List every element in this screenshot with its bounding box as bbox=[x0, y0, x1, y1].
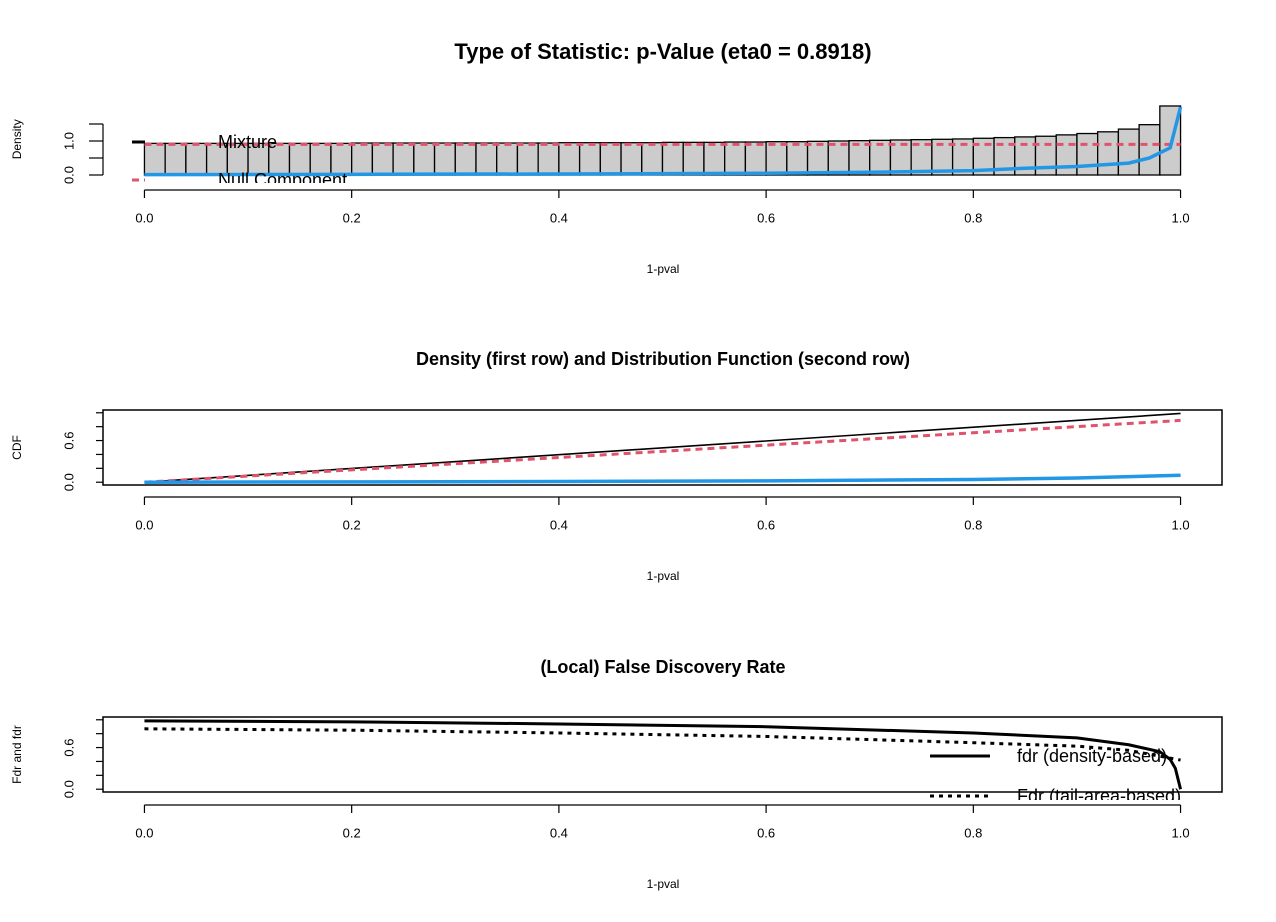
y-tick-label: 0.0 bbox=[61, 473, 76, 491]
plot-box bbox=[102, 716, 1223, 793]
histogram-bar bbox=[744, 141, 767, 176]
histogram-bar bbox=[371, 142, 394, 176]
x-tick-label: 0.0 bbox=[135, 210, 153, 225]
y-tick-label: 0.6 bbox=[61, 739, 76, 757]
y-axis-label: Fdr and fdr bbox=[10, 725, 24, 784]
chart-title: Type of Statistic: p-Value (eta0 = 0.891… bbox=[454, 39, 871, 64]
histogram-bar bbox=[392, 142, 415, 176]
series-line bbox=[144, 418, 1181, 484]
histogram-bar bbox=[724, 141, 747, 176]
histogram-bar bbox=[185, 142, 208, 176]
histogram-bar bbox=[454, 142, 477, 176]
histogram-bar bbox=[143, 142, 166, 176]
series-line bbox=[144, 412, 1181, 484]
x-tick-label: 0.6 bbox=[757, 517, 775, 532]
x-tick-label: 0.4 bbox=[550, 517, 568, 532]
x-tick-label: 0.4 bbox=[550, 825, 568, 840]
x-axis-label: 1-pval bbox=[647, 262, 680, 276]
histogram-bar bbox=[682, 141, 705, 176]
y-axis-label: CDF bbox=[10, 435, 24, 460]
legend-label: fdr (density-based) bbox=[1017, 746, 1167, 766]
legend: fdr (density-based) Fdr (tail-area-based) bbox=[930, 746, 1181, 806]
histogram-bar bbox=[1076, 132, 1099, 176]
x-tick-label: 1.0 bbox=[1172, 210, 1190, 225]
series-line bbox=[144, 719, 1183, 790]
x-tick-label: 0.6 bbox=[757, 210, 775, 225]
y-tick-label: 0.0 bbox=[61, 166, 76, 184]
legend-label: Mixture bbox=[218, 132, 277, 152]
histogram-bar bbox=[703, 141, 726, 176]
histogram-bar bbox=[578, 142, 601, 176]
series-line bbox=[144, 473, 1181, 484]
x-axis-label: 1-pval bbox=[647, 877, 680, 891]
x-tick-label: 0.0 bbox=[135, 825, 153, 840]
histogram-bar bbox=[496, 142, 519, 176]
y-tick-label: 0.6 bbox=[61, 432, 76, 450]
x-tick-label: 0.2 bbox=[343, 517, 361, 532]
histogram-bar bbox=[661, 141, 684, 176]
legend-label: Null Component bbox=[218, 170, 347, 190]
x-tick-label: 0.4 bbox=[550, 210, 568, 225]
chart-title: (Local) False Discovery Rate bbox=[540, 657, 785, 677]
series-line bbox=[144, 106, 1183, 177]
histogram-bar bbox=[413, 142, 436, 176]
y-axis-label: Density bbox=[10, 119, 24, 159]
histogram-bar bbox=[786, 141, 809, 176]
x-tick-label: 0.0 bbox=[135, 517, 153, 532]
x-tick-label: 0.8 bbox=[964, 210, 982, 225]
y-tick-label: 1.0 bbox=[61, 132, 76, 150]
histogram-bar bbox=[475, 142, 498, 176]
x-tick-label: 0.8 bbox=[964, 825, 982, 840]
histogram-bar bbox=[516, 142, 539, 176]
legend-label: Fdr (tail-area-based) bbox=[1017, 786, 1181, 806]
histogram-bar bbox=[599, 142, 622, 176]
y-tick-label: 0.0 bbox=[61, 780, 76, 798]
x-axis-label: 1-pval bbox=[647, 569, 680, 583]
histogram-bar bbox=[827, 140, 850, 176]
histogram-bar bbox=[1097, 131, 1120, 176]
histogram-bar bbox=[433, 142, 456, 176]
histogram-bar bbox=[1055, 134, 1078, 176]
chart-title: Density (first row) and Distribution Fun… bbox=[416, 349, 910, 369]
histogram-bar bbox=[765, 141, 788, 176]
legend: Mixture Null Component bbox=[132, 132, 347, 190]
histogram-bar bbox=[806, 140, 829, 176]
x-tick-label: 0.8 bbox=[964, 517, 982, 532]
x-tick-label: 1.0 bbox=[1172, 825, 1190, 840]
histogram-bar bbox=[1117, 128, 1140, 176]
histogram-bar bbox=[1138, 124, 1161, 176]
x-tick-label: 0.2 bbox=[343, 825, 361, 840]
histogram-bar bbox=[164, 142, 187, 176]
plot-box bbox=[102, 409, 1223, 486]
x-tick-label: 0.2 bbox=[343, 210, 361, 225]
histogram-bar bbox=[641, 142, 664, 176]
histogram-bar bbox=[558, 142, 581, 176]
x-tick-label: 0.6 bbox=[757, 825, 775, 840]
histogram-bar bbox=[537, 142, 560, 176]
x-tick-label: 1.0 bbox=[1172, 517, 1190, 532]
histogram-bar bbox=[620, 142, 643, 176]
histogram-bar bbox=[351, 142, 374, 176]
